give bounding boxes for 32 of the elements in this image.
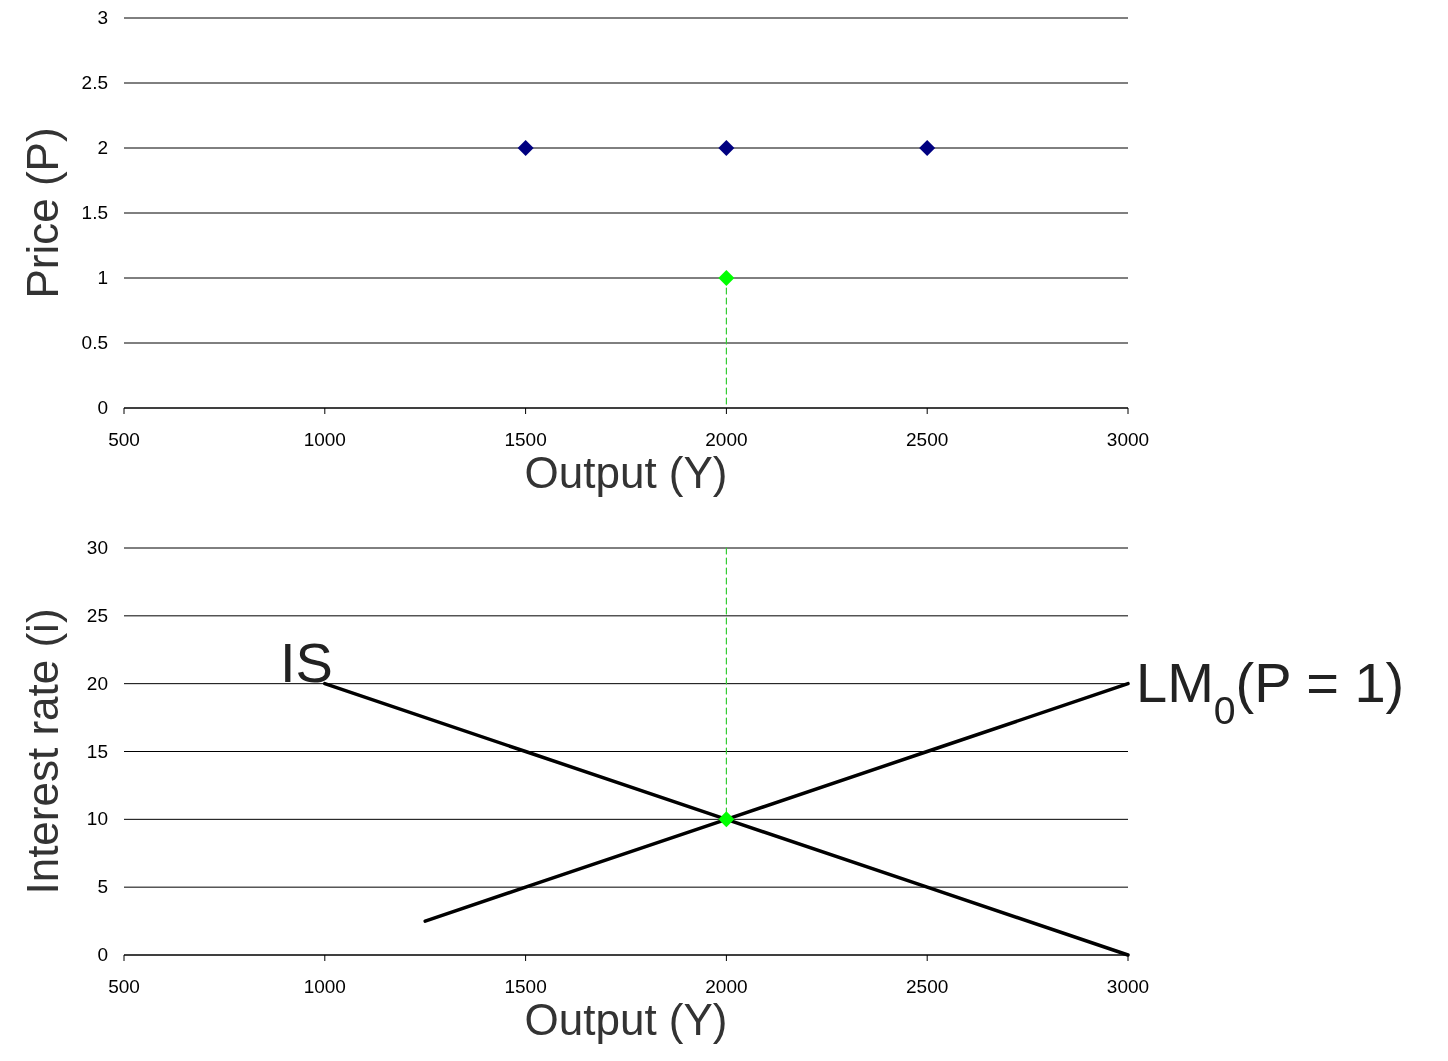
y-axis-title: Price (P) <box>18 127 67 299</box>
x-tick-label: 2000 <box>705 429 748 450</box>
x-tick-label: 2500 <box>906 976 949 997</box>
y-axis-title: Interest rate (i) <box>18 608 67 895</box>
y-tick-label: 0 <box>97 397 108 418</box>
x-tick-label: 1500 <box>504 976 547 997</box>
x-axis-title: Output (Y) <box>524 448 728 497</box>
x-tick-label: 1500 <box>504 429 547 450</box>
x-tick-label: 1000 <box>303 429 346 450</box>
y-tick-label: 20 <box>86 672 108 694</box>
x-tick-label: 3000 <box>1106 976 1150 997</box>
y-tick-label: 1 <box>97 267 108 288</box>
x-tick-label: 2000 <box>705 976 748 997</box>
y-tick-label: 10 <box>86 808 108 830</box>
y-tick-label: 2 <box>97 137 108 158</box>
y-tick-label: 1.5 <box>81 202 108 223</box>
y-tick-label: 25 <box>86 604 108 626</box>
x-tick-label: 3000 <box>1106 429 1150 450</box>
y-tick-label: 0.5 <box>81 332 108 353</box>
y-tick-label: 0 <box>97 944 108 965</box>
x-tick-label: 500 <box>108 976 140 997</box>
x-tick-label: 500 <box>108 429 140 450</box>
x-tick-label: 2500 <box>906 429 949 450</box>
series-label: LM$_{0}$(P = 1) <box>1136 650 1405 732</box>
x-axis-title: Output (Y) <box>524 995 728 1044</box>
y-tick-label: 3 <box>97 7 108 28</box>
series-label: IS <box>279 630 333 694</box>
x-tick-label: 1000 <box>303 976 346 997</box>
y-tick-label: 15 <box>86 740 108 762</box>
y-tick-label: 5 <box>97 876 108 898</box>
y-tick-label: 30 <box>86 537 108 558</box>
y-tick-label: 2.5 <box>81 72 108 93</box>
